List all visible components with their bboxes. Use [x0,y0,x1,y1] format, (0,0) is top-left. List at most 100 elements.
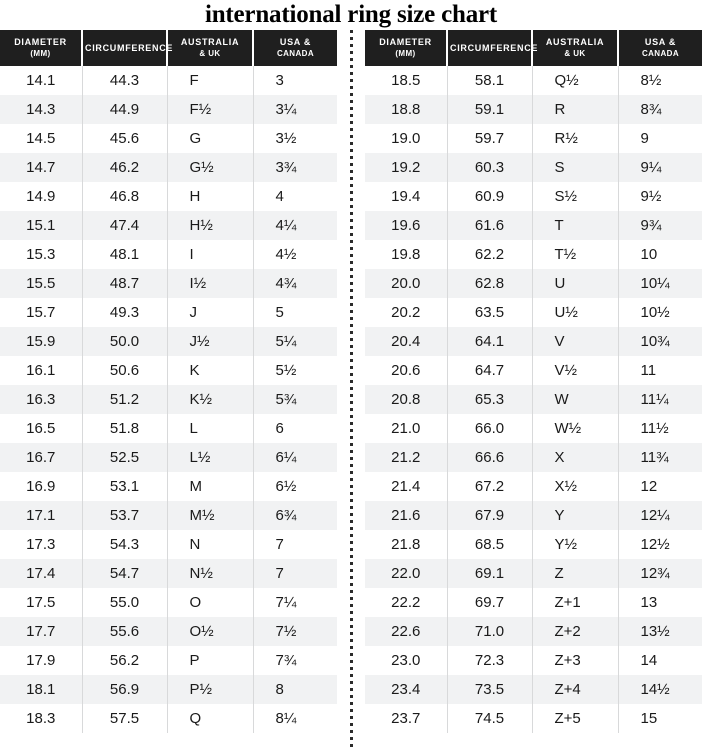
table-row: 18.5 58.1 Q½ 8½ [365,66,702,95]
cell-diameter: 20.0 [365,269,448,298]
table-row: 15.5 48.7 I½ 4¾ [0,269,337,298]
table-row: 19.0 59.7 R½ 9 [365,124,702,153]
cell-diameter: 21.2 [365,443,448,472]
cell-usa-canada: 12 [618,472,702,501]
cell-australia-uk: Z [532,559,619,588]
cell-usa-canada: 15 [618,704,702,733]
cell-usa-canada: 6 [253,414,337,443]
cell-diameter: 17.4 [0,559,83,588]
cell-diameter: 16.1 [0,356,83,385]
cell-circumference: 73.5 [447,675,533,704]
cell-usa-canada: 6¾ [253,501,337,530]
column-header-diameter: DIAMETER (mm) [365,30,448,66]
cell-australia-uk: G½ [167,153,254,182]
cell-diameter: 20.6 [365,356,448,385]
cell-australia-uk: Z+3 [532,646,619,675]
table-row: 17.3 54.3 N 7 [0,530,337,559]
cell-circumference: 56.2 [82,646,168,675]
header-row: DIAMETER (mm) CIRCUMFERENCE AUSTRALIA & … [0,30,337,66]
cell-diameter: 20.8 [365,385,448,414]
table-row: 20.0 62.8 U 10¼ [365,269,702,298]
table-row: 19.8 62.2 T½ 10 [365,240,702,269]
cell-australia-uk: Z+2 [532,617,619,646]
left-table-pane: DIAMETER (mm) CIRCUMFERENCE AUSTRALIA & … [0,30,337,733]
cell-circumference: 64.7 [447,356,533,385]
cell-usa-canada: 14 [618,646,702,675]
table-row: 15.7 49.3 J 5 [0,298,337,327]
cell-diameter: 15.1 [0,211,83,240]
column-header-usa-canada-sub: CANADA [641,49,680,58]
cell-diameter: 16.5 [0,414,83,443]
right-table-pane: DIAMETER (mm) CIRCUMFERENCE AUSTRALIA & … [365,30,702,733]
cell-australia-uk: W½ [532,414,619,443]
column-header-usa-canada: USA & CANADA [618,30,702,66]
table-body-right: 18.5 58.1 Q½ 8½ 18.8 59.1 R 8¾ 19.0 59.7 R½ 9 19.2 60… [365,66,702,733]
cell-australia-uk: K½ [167,385,254,414]
cell-usa-canada: 5¼ [253,327,337,356]
table-header-left: DIAMETER (mm) CIRCUMFERENCE AUSTRALIA & … [0,30,337,66]
cell-usa-canada: 7½ [253,617,337,646]
cell-circumference: 63.5 [447,298,533,327]
table-row: 17.1 53.7 M½ 6¾ [0,501,337,530]
cell-circumference: 62.8 [447,269,533,298]
table-row: 14.7 46.2 G½ 3¾ [0,153,337,182]
cell-australia-uk: I½ [167,269,254,298]
cell-usa-canada: 9¼ [618,153,702,182]
cell-australia-uk: N½ [167,559,254,588]
cell-diameter: 16.3 [0,385,83,414]
table-row: 16.7 52.5 L½ 6¼ [0,443,337,472]
table-row: 18.8 59.1 R 8¾ [365,95,702,124]
cell-australia-uk: H½ [167,211,254,240]
cell-circumference: 59.1 [447,95,533,124]
table-row: 16.1 50.6 K 5½ [0,356,337,385]
column-header-diameter-label: DIAMETER [14,37,67,47]
cell-australia-uk: X [532,443,619,472]
table-row: 17.4 54.7 N½ 7 [0,559,337,588]
cell-diameter: 21.0 [365,414,448,443]
column-header-circumference: CIRCUMFERENCE [447,30,537,66]
cell-australia-uk: Y½ [532,530,619,559]
cell-australia-uk: U½ [532,298,619,327]
cell-australia-uk: T½ [532,240,619,269]
cell-diameter: 20.2 [365,298,448,327]
cell-usa-canada: 12¾ [618,559,702,588]
table-row: 22.0 69.1 Z 12¾ [365,559,702,588]
cell-circumference: 67.9 [447,501,533,530]
column-header-diameter-unit: (mm) [30,49,51,58]
cell-circumference: 60.3 [447,153,533,182]
chart-body: DIAMETER (mm) CIRCUMFERENCE AUSTRALIA & … [0,30,702,747]
column-header-usa-canada-label: USA & [279,37,312,47]
header-row: DIAMETER (mm) CIRCUMFERENCE AUSTRALIA & … [365,30,702,66]
cell-australia-uk: M [167,472,254,501]
cell-circumference: 66.6 [447,443,533,472]
cell-diameter: 17.7 [0,617,83,646]
cell-circumference: 65.3 [447,385,533,414]
cell-circumference: 50.6 [82,356,168,385]
cell-usa-canada: 4¾ [253,269,337,298]
cell-diameter: 15.3 [0,240,83,269]
cell-diameter: 16.7 [0,443,83,472]
cell-australia-uk: S [532,153,619,182]
table-row: 21.2 66.6 X 11¾ [365,443,702,472]
table-row: 19.6 61.6 T 9¾ [365,211,702,240]
column-header-australia-uk: AUSTRALIA & UK [532,30,619,66]
cell-australia-uk: J [167,298,254,327]
page-title: international ring size chart [204,1,498,28]
table-row: 14.3 44.9 F½ 3¼ [0,95,337,124]
cell-australia-uk: V [532,327,619,356]
column-header-australia-uk-sub: & UK [199,49,221,58]
cell-usa-canada: 13 [618,588,702,617]
cell-diameter: 19.8 [365,240,448,269]
cell-circumference: 61.6 [447,211,533,240]
cell-australia-uk: Z+1 [532,588,619,617]
cell-diameter: 22.6 [365,617,448,646]
column-header-diameter-unit: (mm) [395,49,416,58]
cell-usa-canada: 11¼ [618,385,702,414]
cell-usa-canada: 3½ [253,124,337,153]
cell-usa-canada: 3¾ [253,153,337,182]
cell-usa-canada: 12¼ [618,501,702,530]
cell-australia-uk: Z+5 [532,704,619,733]
cell-diameter: 21.4 [365,472,448,501]
cell-usa-canada: 9½ [618,182,702,211]
cell-circumference: 47.4 [82,211,168,240]
